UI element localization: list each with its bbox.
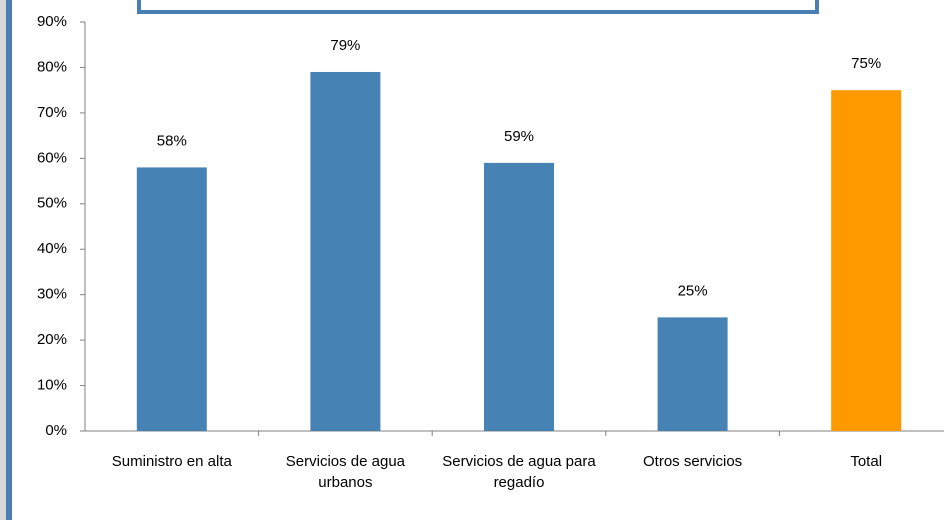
x-tick-label: Servicios de agua para regadío bbox=[442, 453, 596, 491]
y-tick-label: 20% bbox=[37, 331, 67, 348]
bar bbox=[831, 90, 902, 432]
y-tick-label: 10% bbox=[37, 377, 67, 394]
value-label: 25% bbox=[678, 282, 708, 299]
bar bbox=[310, 71, 381, 431]
y-tick-label: 70% bbox=[37, 104, 67, 121]
value-label: 79% bbox=[330, 37, 360, 54]
y-tick-label: 90% bbox=[37, 13, 67, 30]
value-label: 58% bbox=[157, 132, 187, 149]
x-tick-label: Total bbox=[850, 453, 883, 470]
y-tick-label: 50% bbox=[37, 195, 67, 212]
y-tick-label: 0% bbox=[45, 422, 67, 439]
y-tick-label: 60% bbox=[37, 149, 67, 166]
x-tick-label: Suministro en alta bbox=[111, 453, 232, 470]
bar bbox=[657, 317, 728, 431]
x-tick-label: Servicios de agua urbanos bbox=[285, 453, 406, 491]
value-label: 59% bbox=[504, 128, 534, 145]
y-tick-label: 40% bbox=[37, 240, 67, 257]
title-frame bbox=[137, 0, 819, 14]
bar bbox=[484, 162, 554, 431]
bar bbox=[136, 167, 207, 431]
side-bar bbox=[6, 0, 12, 520]
side-strip bbox=[0, 0, 6, 520]
value-label: 75% bbox=[851, 55, 881, 72]
x-tick-label: Otros servicios bbox=[643, 453, 743, 470]
y-tick-label: 80% bbox=[37, 58, 67, 75]
y-tick-label: 30% bbox=[37, 286, 67, 303]
